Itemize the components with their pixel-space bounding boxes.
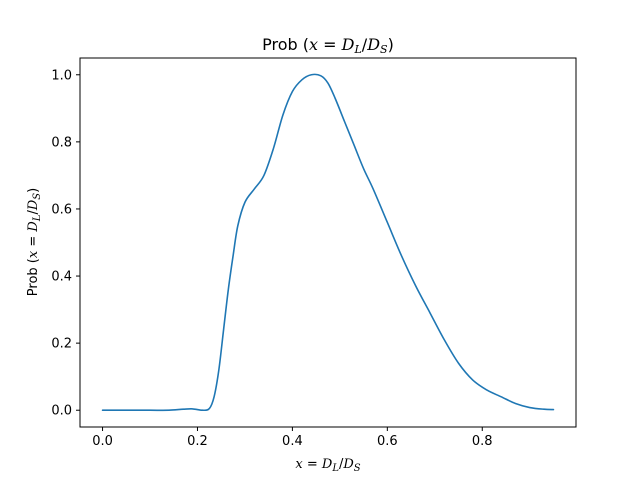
x-axis-ticks: 0.0 0.2 0.4 0.6 0.8 xyxy=(92,427,493,449)
x-tick-label: 0.0 xyxy=(92,434,113,449)
y-tick-label: 0.6 xyxy=(51,202,72,217)
x-axis-label: x = DL/DS xyxy=(295,457,360,474)
y-tick-label: 1.0 xyxy=(51,68,72,83)
y-tick-label: 0.8 xyxy=(51,135,72,150)
y-axis-ticks: 0.0 0.2 0.4 0.6 0.8 1.0 xyxy=(51,68,80,419)
y-tick-label: 0.0 xyxy=(51,404,72,419)
x-tick-label: 0.6 xyxy=(377,434,398,449)
y-axis-label: Prob (x = DL/DS) xyxy=(26,188,43,296)
y-tick-label: 0.4 xyxy=(51,270,72,285)
x-tick-label: 0.2 xyxy=(187,434,208,449)
x-tick-label: 0.4 xyxy=(282,434,303,449)
chart-title: Prob (x = DL/DS) xyxy=(262,35,394,56)
x-tick-label: 0.8 xyxy=(472,434,493,449)
plot-area xyxy=(79,57,577,428)
y-tick-label: 0.2 xyxy=(51,337,72,352)
series-line xyxy=(101,73,555,412)
